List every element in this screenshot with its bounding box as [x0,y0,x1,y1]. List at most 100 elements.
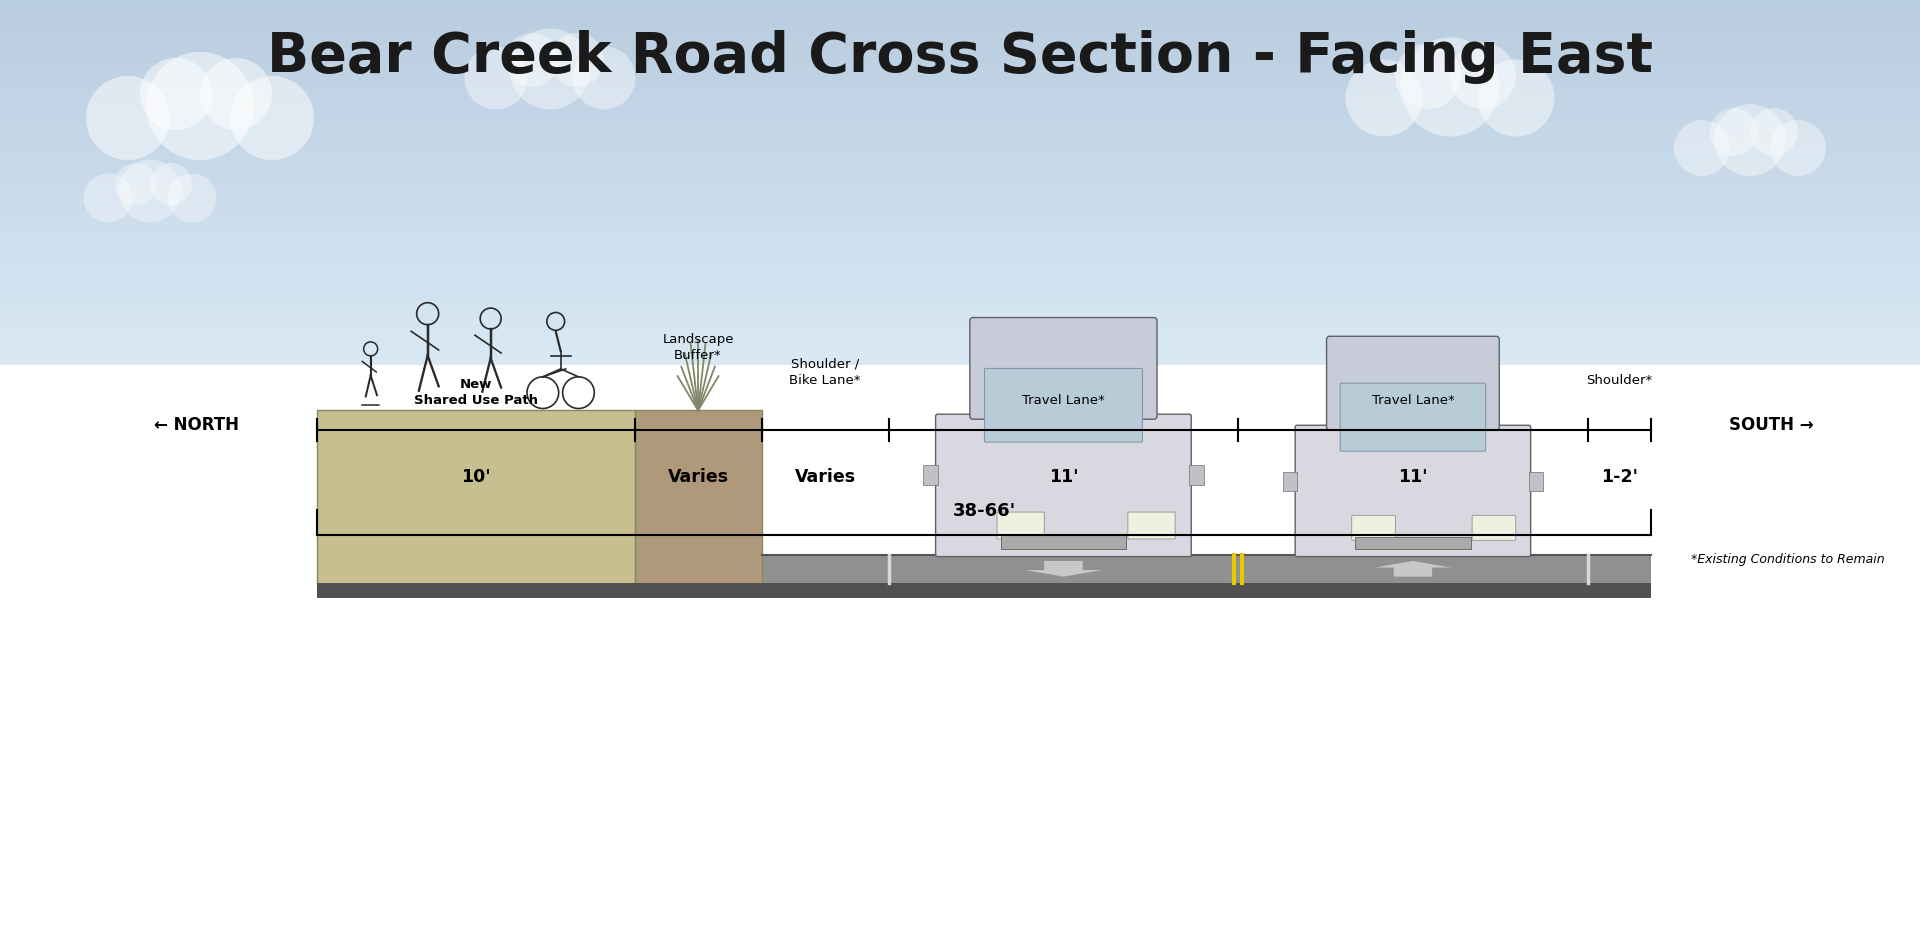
Circle shape [230,76,315,160]
Text: Landscape
Buffer*: Landscape Buffer* [662,333,733,362]
Text: 11': 11' [1398,468,1428,486]
Text: SOUTH →: SOUTH → [1728,416,1814,434]
Bar [0,201,1920,210]
Circle shape [1396,43,1461,109]
Bar [0,228,1920,237]
Bar [317,583,1651,597]
Bar [0,110,1920,118]
Bar [0,219,1920,228]
Bar [0,128,1920,137]
Bar [0,210,1920,219]
Text: Travel Lane*: Travel Lane* [1021,394,1104,407]
Circle shape [200,58,273,130]
Bar [0,264,1920,274]
Text: Shoulder*: Shoulder* [1586,374,1653,387]
Bar [0,246,1920,256]
Bar [0,64,1920,73]
Circle shape [140,58,211,130]
Circle shape [509,28,591,110]
Bar [634,410,762,583]
Circle shape [1346,60,1423,137]
Bar [0,73,1920,82]
Bar [0,301,1920,310]
Circle shape [1478,60,1555,137]
FancyBboxPatch shape [1340,383,1486,451]
Circle shape [549,33,605,87]
Bar [0,274,1920,283]
Circle shape [1400,38,1500,137]
Circle shape [465,46,528,110]
Bar [0,27,1920,37]
Bar [0,337,1920,347]
Text: 11': 11' [1048,468,1079,486]
Text: Shoulder /
Bike Lane*: Shoulder / Bike Lane* [789,358,860,387]
FancyBboxPatch shape [1296,426,1530,556]
Bar [1188,465,1204,485]
FancyBboxPatch shape [1127,512,1175,539]
Circle shape [1715,104,1786,176]
Bar [0,319,1920,329]
FancyBboxPatch shape [996,512,1044,539]
Bar [0,46,1920,55]
Bar [0,146,1920,155]
Text: New
Shared Use Path: New Shared Use Path [413,378,538,407]
Bar [0,329,1920,337]
Text: *Existing Conditions to Remain: *Existing Conditions to Remain [1692,553,1885,566]
FancyBboxPatch shape [1327,337,1500,430]
FancyBboxPatch shape [1352,516,1396,540]
Bar [0,37,1920,46]
Text: Varies: Varies [795,468,856,486]
Bar [762,555,1651,583]
FancyBboxPatch shape [935,414,1190,556]
Bar [0,237,1920,246]
Bar [0,100,1920,110]
Circle shape [1711,108,1759,156]
Bar [0,91,1920,100]
Polygon shape [1375,561,1452,576]
Bar [317,410,634,583]
Circle shape [115,163,157,205]
Bar [0,137,1920,146]
Circle shape [1674,120,1730,176]
Bar [0,164,1920,173]
Bar [0,173,1920,183]
Circle shape [1450,43,1517,109]
Text: 38-66': 38-66' [952,502,1016,520]
Bar [1283,472,1298,491]
Text: Varies: Varies [668,468,728,486]
Bar [0,347,1920,356]
Text: Bear Creek Road Cross Section - Facing East: Bear Creek Road Cross Section - Facing E… [267,30,1653,84]
Bar [0,183,1920,191]
Circle shape [1749,108,1797,156]
FancyBboxPatch shape [1473,516,1515,540]
Text: 10': 10' [461,468,490,486]
Circle shape [505,33,559,87]
Bar [0,18,1920,27]
Circle shape [146,52,253,160]
Circle shape [572,46,636,110]
Text: ← NORTH: ← NORTH [154,416,240,434]
Bar [922,465,937,485]
Circle shape [167,173,217,223]
Bar [0,256,1920,264]
Bar [0,9,1920,18]
Circle shape [83,173,132,223]
Polygon shape [1025,561,1102,576]
Bar [1000,536,1127,549]
Bar [0,82,1920,91]
Bar [0,310,1920,319]
FancyBboxPatch shape [985,369,1142,442]
FancyBboxPatch shape [970,318,1158,419]
Bar [0,292,1920,301]
Bar [0,356,1920,365]
Bar [0,55,1920,64]
Text: Travel Lane*: Travel Lane* [1371,394,1453,407]
Bar [1356,537,1471,550]
Bar [0,155,1920,164]
Circle shape [86,76,171,160]
Bar [1528,472,1542,491]
Circle shape [1770,120,1826,176]
Circle shape [119,159,182,223]
Bar [0,191,1920,201]
Bar [0,0,1920,9]
